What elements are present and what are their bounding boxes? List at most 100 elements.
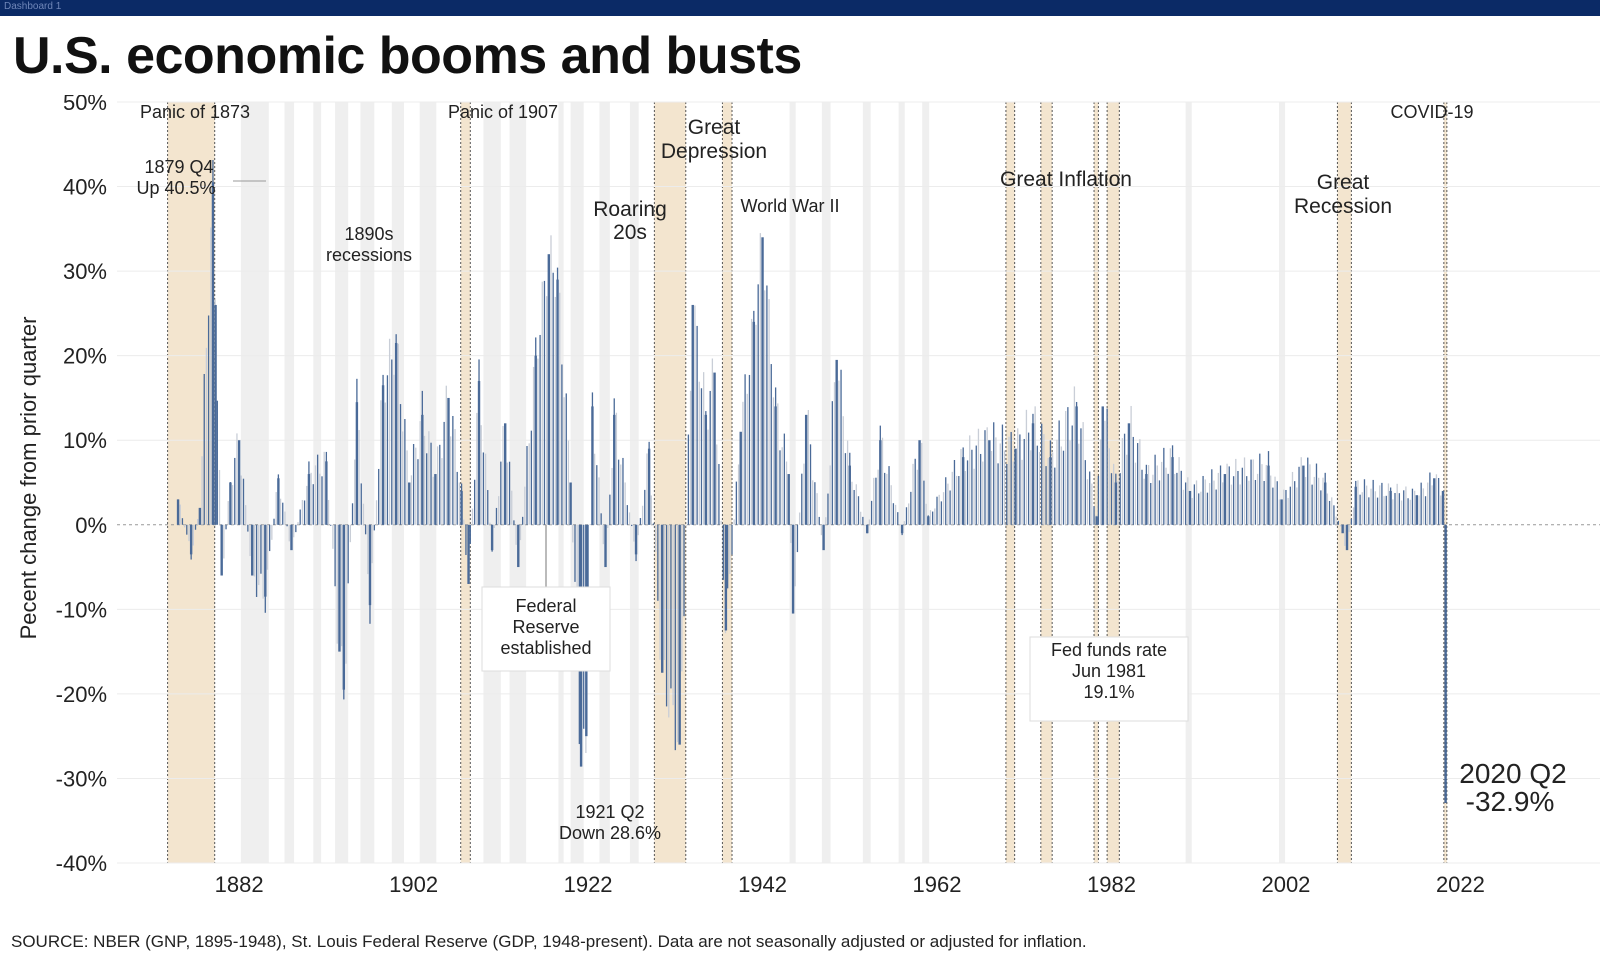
bar [1328,500,1331,525]
bar [1036,445,1038,525]
annotation-depression-line1: Great [688,116,741,139]
bar [729,524,731,574]
major-episode-band [460,102,471,863]
bar [1082,422,1084,525]
bar [857,496,860,525]
bar [1143,478,1145,525]
bar [646,453,648,525]
bar [563,397,565,525]
bar [528,443,530,525]
bar [1191,497,1193,525]
page-title: U.S. economic booms and busts [13,27,802,85]
bar [1165,467,1167,525]
bar-anchor [791,524,795,614]
recession-band [599,102,610,863]
bar [1374,491,1377,525]
bar [1361,492,1363,525]
bar [833,382,836,525]
bar [1089,471,1091,525]
bar-anchor [1341,524,1344,534]
bar [779,450,781,525]
bar [964,471,967,525]
bar-anchor [1049,457,1052,525]
bar [1289,486,1291,525]
bar [279,498,282,525]
bar [247,524,249,532]
bar [1178,457,1180,525]
bar [445,385,447,525]
bar [1176,472,1178,525]
bar [1047,457,1049,525]
bar [1235,458,1237,525]
bar [225,524,227,530]
bar-anchor [381,385,385,525]
bar [685,524,687,526]
bar [855,484,857,525]
bar-anchor [229,482,232,525]
bar [559,292,561,525]
bar [194,524,197,530]
bar [790,524,792,543]
bar-anchor [176,499,180,525]
bar [1067,407,1069,525]
bar [310,472,312,525]
bar [1012,461,1014,525]
bar [210,227,212,525]
y-tick-label: 20% [63,344,107,369]
bar [814,482,816,525]
bar [1073,386,1076,525]
recession-band [360,102,375,863]
bar [744,374,746,525]
bar [1056,439,1058,525]
bar [990,451,993,525]
bar [216,400,218,525]
bar [812,480,814,525]
recession-band [240,102,269,863]
bar [179,504,181,525]
annotation-wwii: World War II [740,196,839,216]
bar-anchor [927,516,930,525]
recession-band [335,102,349,863]
bar-anchor [1127,423,1131,525]
bar [415,447,417,525]
bar [345,524,347,664]
y-tick-label: -10% [56,597,107,622]
bar [1394,492,1396,525]
bar [910,491,912,525]
bar-anchor [1114,482,1118,525]
bar [406,450,408,525]
bar [1232,476,1235,525]
bar [463,519,465,525]
bar [1198,493,1200,525]
bar [995,437,997,525]
bar [955,475,958,525]
bar-anchor [724,524,728,631]
bar [672,524,674,706]
bar [1405,486,1407,525]
bar [253,524,256,577]
bar [1400,500,1403,525]
bar [1058,420,1060,525]
bar [921,442,923,525]
bar-anchor [517,524,520,568]
bar [1106,408,1108,525]
bar-anchor [547,254,551,525]
bar [755,324,757,525]
dashboard-tab-label[interactable]: Dashboard 1 [4,1,62,12]
bar [480,425,482,525]
bar [1307,457,1309,525]
bar-anchor [1075,406,1078,525]
bar-anchor [490,524,494,551]
bar [1365,485,1368,525]
bar [260,524,262,574]
bar [458,482,461,525]
x-tick-label: 2002 [1261,872,1310,897]
bar [1254,480,1257,525]
bar-anchor [1415,495,1419,525]
y-axis-ticks: -40% -30% -20% -10% 0% 10% 20% 30% 40% 50% [56,95,107,876]
bar-anchor [1441,490,1445,525]
bar [1403,490,1405,525]
bar [426,453,428,525]
bar-anchor [1014,448,1017,525]
bar-anchor [264,524,267,597]
